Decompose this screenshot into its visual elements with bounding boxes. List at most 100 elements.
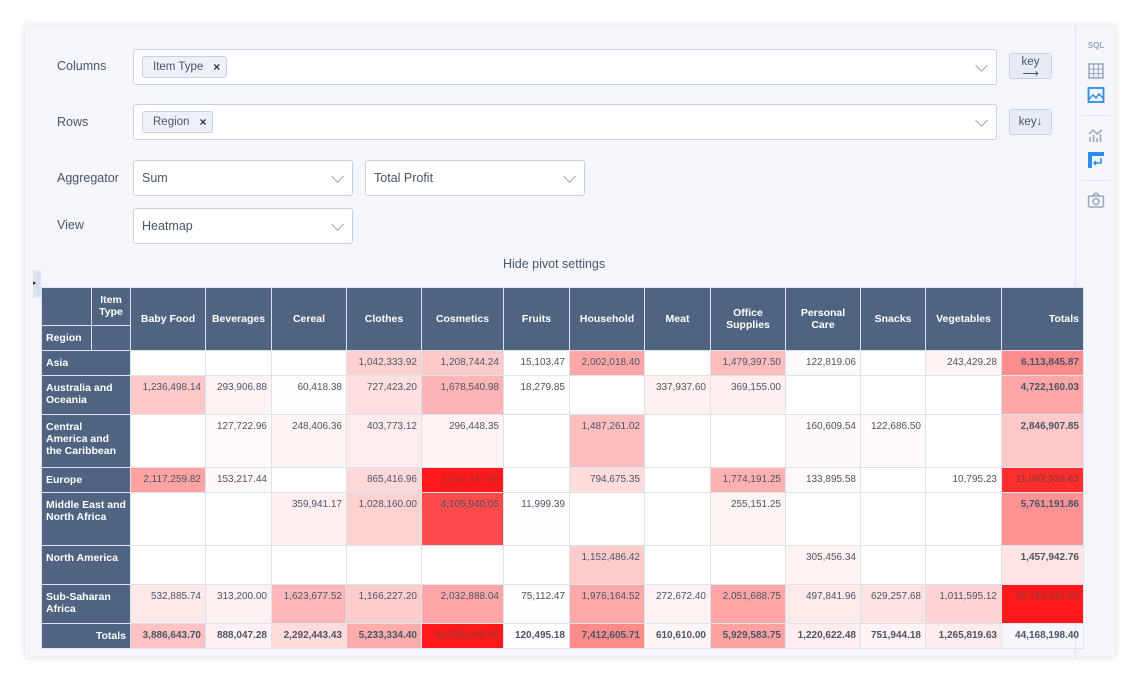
pivot-panel: ▸ Columns Item Type × key ⟶ Rows Region × k…	[33, 25, 1084, 657]
view-select[interactable]: Heatmap	[133, 208, 353, 244]
heatmap-cell: 243,429.28	[925, 350, 1002, 376]
collapse-toggle[interactable]: ▸	[33, 270, 41, 298]
heatmap-cell	[130, 492, 206, 546]
heatmap-cell	[710, 414, 786, 468]
column-total-cell: 5,929,583.75	[710, 623, 786, 649]
sql-icon[interactable]: SQL	[1087, 33, 1105, 51]
heatmap-cell	[130, 414, 206, 468]
column-total-cell: 120,495.18	[503, 623, 570, 649]
column-header[interactable]: Personal Care	[785, 287, 861, 351]
column-total-cell: 3,886,643.70	[130, 623, 206, 649]
aggregator-select[interactable]: Sum	[133, 160, 353, 196]
row-total-cell: 12,183,211.40	[1001, 584, 1084, 624]
column-header[interactable]: Beverages	[205, 287, 272, 351]
camera-icon[interactable]	[1087, 191, 1105, 209]
table-row: North America 1,152,486.42 305,456.34 1,457…	[41, 545, 1084, 585]
heatmap-cell	[644, 350, 711, 376]
pivot-icon[interactable]	[1087, 151, 1105, 169]
heatmap-cell	[130, 545, 206, 585]
key-label: key	[1018, 116, 1037, 128]
heatmap-cell: 2,051,688.75	[710, 584, 786, 624]
heatmap-cell	[860, 350, 926, 376]
chevron-down-icon[interactable]	[975, 114, 988, 127]
remove-chip-icon[interactable]: ×	[199, 115, 207, 129]
heatmap-cell	[925, 492, 1002, 546]
heatmap-cell	[421, 545, 504, 585]
view-label: View	[57, 218, 84, 232]
column-header[interactable]: Clothes	[346, 287, 422, 351]
arrow-down-icon: ↓	[1036, 116, 1043, 128]
chevron-down-icon	[331, 170, 344, 183]
heatmap-cell	[925, 545, 1002, 585]
heatmap-cell	[503, 414, 570, 468]
heatmap-cell	[785, 492, 861, 546]
heatmap-cell	[644, 492, 711, 546]
column-total-cell: 2,292,443.43	[271, 623, 347, 649]
hide-pivot-settings-link[interactable]: Hide pivot settings	[503, 257, 606, 271]
column-header[interactable]: Household	[569, 287, 645, 351]
column-header[interactable]: Fruits	[503, 287, 570, 351]
heatmap-cell: 794,675.35	[569, 467, 645, 493]
table-row: Sub-Saharan Africa 532,885.74 313,200.00 1,…	[41, 584, 1084, 624]
corner-row-label[interactable]: Region	[41, 325, 92, 351]
column-header[interactable]: Meat	[644, 287, 711, 351]
rows-field[interactable]: Region ×	[133, 104, 997, 140]
pivot-table: Item Type Baby Food Beverages Cereal Clothes…	[41, 287, 1084, 649]
row-header[interactable]: Sub-Saharan Africa	[41, 584, 131, 624]
column-total-cell: 888,047.28	[205, 623, 272, 649]
corner-blank	[91, 325, 131, 351]
heatmap-cell	[785, 375, 861, 415]
remove-chip-icon[interactable]: ×	[213, 60, 221, 74]
heatmap-cell: 403,773.12	[346, 414, 422, 468]
heatmap-cell	[644, 414, 711, 468]
sort-columns-key-button[interactable]: key ⟶	[1009, 53, 1052, 80]
chip-label: Region	[153, 116, 190, 128]
rows-label: Rows	[57, 115, 89, 129]
chip-region: Region ×	[142, 111, 214, 133]
heatmap-cell: 160,609.54	[785, 414, 861, 468]
columns-field[interactable]: Item Type ×	[133, 49, 997, 85]
image-icon[interactable]	[1087, 86, 1105, 104]
heatmap-cell: 293,906.88	[205, 375, 272, 415]
heatmap-cell	[205, 492, 272, 546]
heatmap-cell	[860, 545, 926, 585]
row-header[interactable]: North America	[41, 545, 131, 585]
heatmap-cell	[644, 467, 711, 493]
column-header[interactable]: Cereal	[271, 287, 347, 351]
column-header[interactable]: Vegetables	[925, 287, 1002, 351]
heatmap-cell: 1,152,486.42	[569, 545, 645, 585]
heatmap-cell: 4,105,940.05	[421, 492, 504, 546]
chart-icon[interactable]	[1087, 126, 1105, 144]
heatmap-cell: 15,103.47	[503, 350, 570, 376]
heatmap-cell: 305,456.34	[785, 545, 861, 585]
heatmap-cell: 127,722.96	[205, 414, 272, 468]
heatmap-cell: 1,678,540.98	[421, 375, 504, 415]
row-header[interactable]: Europe	[41, 467, 131, 493]
heatmap-cell: 122,686.50	[860, 414, 926, 468]
heatmap-cell: 359,941.17	[271, 492, 347, 546]
column-header[interactable]: Office Supplies	[710, 287, 786, 351]
column-header[interactable]: Snacks	[860, 287, 926, 351]
sort-rows-key-button[interactable]: key↓	[1009, 109, 1052, 135]
pivot-card: ▸ Columns Item Type × key ⟶ Rows Region × k…	[25, 25, 1115, 657]
columns-label: Columns	[57, 59, 107, 73]
row-total-cell: 1,457,942.76	[1001, 545, 1084, 585]
column-total-cell: 751,944.18	[860, 623, 926, 649]
heatmap-cell: 5,233,487.00	[421, 467, 504, 493]
row-total-cell: 6,113,845.87	[1001, 350, 1084, 376]
table-icon[interactable]	[1087, 62, 1105, 80]
divider	[1082, 115, 1110, 116]
row-header[interactable]: Central America and the Caribbean	[41, 414, 131, 468]
column-header[interactable]: Baby Food	[130, 287, 206, 351]
row-header[interactable]: Australia and Oceania	[41, 375, 131, 415]
heatmap-cell: 272,672.40	[644, 584, 711, 624]
column-total-cell: 610,610.00	[644, 623, 711, 649]
row-header[interactable]: Asia	[41, 350, 131, 376]
field-select[interactable]: Total Profit	[365, 160, 585, 196]
heatmap-cell: 1,166,227.20	[346, 584, 422, 624]
column-header[interactable]: Cosmetics	[421, 287, 504, 351]
row-total-cell: 2,846,907.85	[1001, 414, 1084, 468]
heatmap-cell: 1,042,333.92	[346, 350, 422, 376]
chevron-down-icon[interactable]	[975, 59, 988, 72]
row-header[interactable]: Middle East and North Africa	[41, 492, 131, 546]
